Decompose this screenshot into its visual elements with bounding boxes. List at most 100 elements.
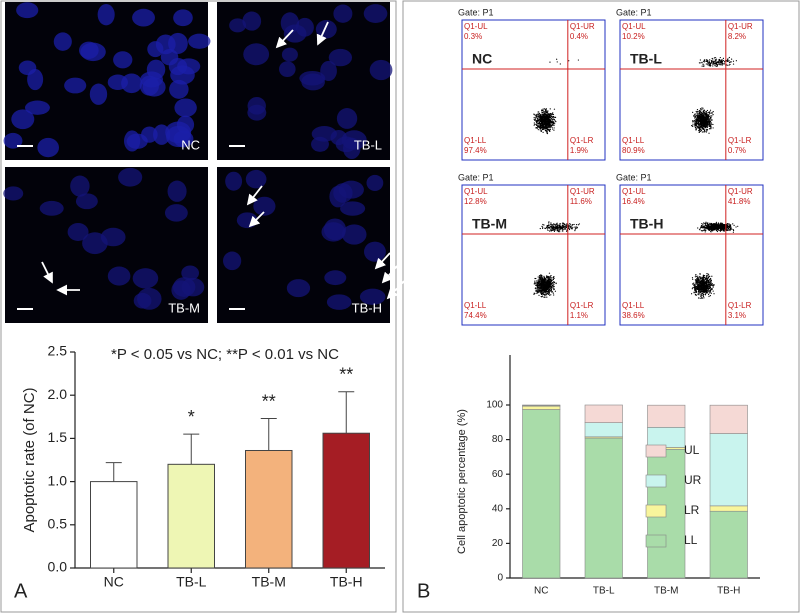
cell-nucleus bbox=[327, 294, 352, 310]
event-dot bbox=[539, 118, 540, 119]
event-dot bbox=[709, 63, 710, 64]
event-dot bbox=[692, 288, 693, 289]
event-dot bbox=[729, 57, 730, 58]
cell-nucleus bbox=[333, 5, 352, 23]
event-dot bbox=[540, 120, 541, 121]
event-dot bbox=[697, 276, 698, 277]
event-dot bbox=[692, 277, 693, 278]
significance: ** bbox=[339, 364, 353, 384]
event-dot bbox=[716, 64, 717, 65]
cell-nucleus bbox=[64, 78, 86, 94]
event-dot bbox=[708, 133, 709, 134]
event-dot bbox=[700, 59, 701, 60]
bar-segment bbox=[710, 506, 748, 511]
event-dot bbox=[706, 278, 707, 279]
event-dot bbox=[700, 108, 701, 109]
event-dot bbox=[544, 278, 545, 279]
event-dot bbox=[704, 292, 705, 293]
event-dot bbox=[534, 280, 535, 281]
event-dot bbox=[697, 109, 698, 110]
event-dot bbox=[714, 284, 715, 285]
quadrant-label: Q1-LR bbox=[728, 301, 752, 310]
event-dot bbox=[713, 293, 714, 294]
event-dot bbox=[547, 276, 548, 277]
event-dot bbox=[547, 226, 548, 227]
y-tick-label: 100 bbox=[486, 400, 503, 411]
event-dot bbox=[713, 127, 714, 128]
cell-nucleus bbox=[108, 267, 131, 286]
event-dot bbox=[547, 112, 548, 113]
quadrant-label: Q1-UR bbox=[728, 22, 753, 31]
event-dot bbox=[704, 116, 705, 117]
event-dot bbox=[700, 298, 701, 299]
event-dot bbox=[710, 282, 711, 283]
quadrant-percent: 0.3% bbox=[464, 32, 482, 41]
event-dot bbox=[711, 122, 712, 123]
event-dot bbox=[550, 113, 551, 114]
event-dot bbox=[705, 225, 706, 226]
event-dot bbox=[550, 294, 551, 295]
image-label: TB-H bbox=[352, 300, 382, 315]
event-dot bbox=[536, 283, 537, 284]
event-dot bbox=[710, 127, 711, 128]
cell-nucleus bbox=[253, 197, 275, 216]
event-dot bbox=[698, 121, 699, 122]
cell-nucleus bbox=[174, 98, 196, 117]
event-dot bbox=[538, 282, 539, 283]
bar bbox=[91, 482, 138, 568]
event-dot bbox=[542, 287, 543, 288]
cell-nucleus bbox=[287, 279, 310, 297]
event-dot bbox=[698, 279, 699, 280]
sample-name: TB-H bbox=[630, 216, 663, 232]
event-dot bbox=[708, 281, 709, 282]
bar-segment bbox=[648, 405, 686, 427]
event-dot bbox=[552, 286, 553, 287]
event-dot bbox=[730, 228, 731, 229]
cell-nucleus bbox=[165, 204, 188, 221]
event-dot bbox=[718, 61, 719, 62]
quadrant-label: Q1-LR bbox=[570, 301, 594, 310]
event-dot bbox=[705, 281, 706, 282]
quadrant-percent: 97.4% bbox=[464, 146, 487, 155]
event-dot bbox=[708, 115, 709, 116]
legend-swatch bbox=[646, 475, 666, 487]
event-dot bbox=[713, 111, 714, 112]
event-dot bbox=[544, 295, 545, 296]
event-dot bbox=[709, 292, 710, 293]
bar-segment bbox=[523, 405, 561, 406]
event-dot bbox=[737, 226, 738, 227]
event-dot bbox=[708, 225, 709, 226]
event-dot bbox=[706, 273, 707, 274]
event-dot bbox=[562, 222, 563, 223]
event-dot bbox=[712, 112, 713, 113]
event-dot bbox=[702, 224, 703, 225]
event-dot bbox=[702, 282, 703, 283]
event-dot bbox=[733, 229, 734, 230]
event-dot bbox=[695, 274, 696, 275]
event-dot bbox=[545, 283, 546, 284]
event-dot bbox=[697, 121, 698, 122]
event-dot bbox=[534, 122, 535, 123]
gate-label: Gate: P1 bbox=[458, 172, 494, 182]
event-dot bbox=[560, 223, 561, 224]
event-dot bbox=[543, 224, 544, 225]
event-dot bbox=[707, 127, 708, 128]
event-dot bbox=[698, 277, 699, 278]
event-dot bbox=[537, 284, 538, 285]
event-dot bbox=[711, 276, 712, 277]
cell-nucleus bbox=[124, 130, 140, 151]
event-dot bbox=[563, 226, 564, 227]
event-dot bbox=[733, 61, 734, 62]
event-dot bbox=[692, 126, 693, 127]
x-tick-label: TB-M bbox=[654, 586, 678, 597]
event-dot bbox=[551, 126, 552, 127]
event-dot bbox=[549, 227, 550, 228]
event-dot bbox=[535, 127, 536, 128]
y-axis-label: Cell apoptotic percentage (%) bbox=[456, 409, 468, 554]
event-dot bbox=[536, 287, 537, 288]
cell-nucleus bbox=[147, 60, 165, 80]
event-dot bbox=[549, 122, 550, 123]
event-dot bbox=[564, 224, 565, 225]
event-dot bbox=[545, 294, 546, 295]
